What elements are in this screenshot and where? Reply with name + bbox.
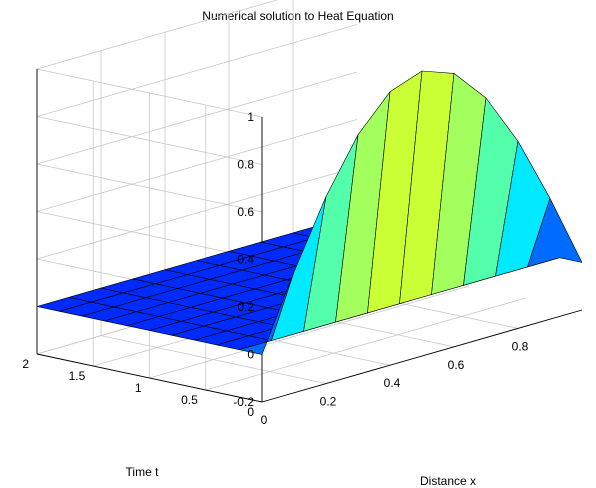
x-axis-label: Distance x [420,474,476,488]
grid-line [149,285,470,379]
grid-line [36,71,358,165]
grid-line [36,24,358,117]
tick-label: 0.6 [448,358,465,372]
tick-label: 0.2 [320,395,337,409]
tick-label: 0.8 [512,339,529,353]
grid-line [205,297,526,391]
tick-label: 0.8 [237,158,254,172]
x-axis-line [261,309,583,403]
y-axis-label: Time t [126,465,160,479]
grid-line [36,119,358,212]
tick-label: 0 [247,348,254,362]
tick-label: 2 [22,357,29,371]
surface-patch [527,198,583,268]
tick-label: -0.2 [233,395,254,409]
tick-label: 0 [247,405,254,419]
tick-label: 0.4 [237,253,254,267]
tick-label: 0.4 [384,376,401,390]
grid-line [36,0,279,70]
tick-label: 1 [135,381,142,395]
tick-label: 1.5 [69,369,86,383]
surface [36,70,583,355]
tick-label: 1 [247,110,254,124]
y-axis-line [36,353,263,403]
tick-label: 0.6 [237,205,254,219]
chart-title: Numerical solution to Heat Equation [202,9,393,23]
tick-label: 0.5 [181,393,198,407]
tick-label: 0 [261,413,268,427]
grid-line [36,166,358,260]
tick-label: 0.2 [237,300,254,314]
